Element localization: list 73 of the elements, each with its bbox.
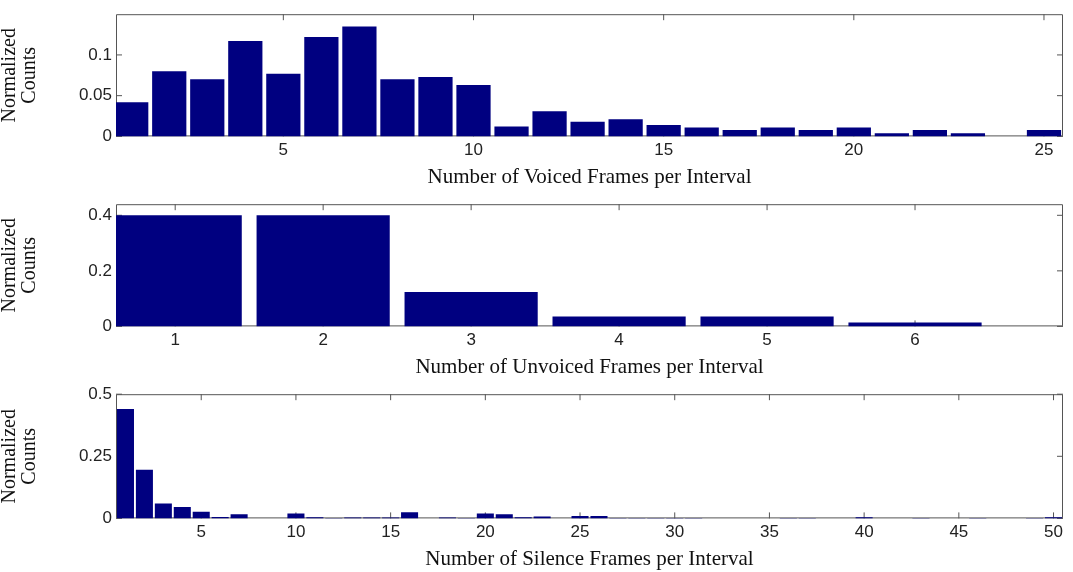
bar — [722, 129, 757, 137]
x-tick-label: 15 — [381, 522, 401, 542]
bar — [874, 133, 909, 137]
x-tick-label: 35 — [759, 522, 779, 542]
bar — [173, 506, 191, 519]
x-tick-label: 5 — [762, 330, 772, 350]
x-tick-label: 4 — [614, 330, 624, 350]
bar — [190, 79, 225, 137]
x-tick-label: 30 — [665, 522, 685, 542]
y-axis-title: Normalized Counts — [0, 218, 40, 313]
bar — [760, 127, 795, 137]
bar — [287, 513, 305, 519]
y-tick-label: 0 — [102, 508, 112, 528]
x-tick-label: 10 — [286, 522, 306, 542]
y-tick-label: 0 — [102, 126, 112, 146]
bar — [304, 37, 339, 137]
x-tick-label: 6 — [910, 330, 920, 350]
bar — [135, 469, 153, 519]
y-tick-label: 0.1 — [88, 44, 112, 64]
bar — [228, 41, 263, 137]
x-tick-label: 5 — [278, 140, 289, 160]
x-axis-title: Number of Unvoiced Frames per Interval — [415, 353, 764, 378]
bar — [836, 127, 871, 137]
bar — [116, 409, 134, 519]
bar — [456, 85, 491, 137]
y-tick-label: 0 — [102, 316, 112, 336]
y-tick-label: 0.25 — [78, 445, 112, 465]
bar — [380, 79, 415, 137]
bar — [404, 291, 538, 327]
x-axis-title: Number of Voiced Frames per Interval — [427, 163, 752, 188]
bar — [608, 119, 643, 137]
bar — [266, 73, 301, 137]
x-tick-label: 2 — [318, 330, 328, 350]
x-axis-title: Number of Silence Frames per Interval — [425, 545, 754, 570]
x-tick-label: 20 — [475, 522, 495, 542]
y-axis-title: Normalized Counts — [0, 28, 40, 123]
bar — [646, 125, 681, 137]
x-tick-label: 10 — [464, 140, 483, 160]
x-tick-label: 15 — [654, 140, 674, 160]
bar — [230, 514, 248, 519]
bar — [570, 121, 605, 137]
x-tick-label: 3 — [466, 330, 476, 350]
x-tick-label: 40 — [854, 522, 874, 542]
bar — [684, 127, 719, 137]
x-tick-label: 45 — [949, 522, 969, 542]
bar — [418, 76, 453, 137]
bar — [700, 316, 834, 327]
bar — [1026, 129, 1062, 137]
y-tick-label: 0.5 — [88, 383, 112, 403]
bar — [342, 26, 377, 137]
x-tick-label: 5 — [196, 522, 206, 542]
bar — [116, 102, 149, 137]
bar — [256, 215, 390, 327]
bar — [532, 111, 567, 137]
y-axis-title: Normalized Counts — [0, 409, 40, 504]
bar — [476, 513, 494, 519]
bar — [950, 133, 986, 137]
bar — [912, 129, 947, 137]
x-tick-label: 25 — [570, 522, 590, 542]
y-tick-label: 0.2 — [88, 260, 112, 280]
bar — [154, 503, 172, 519]
y-tick-label: 0.05 — [78, 85, 112, 105]
bar — [401, 512, 419, 519]
bar — [494, 126, 529, 137]
bar — [495, 514, 513, 519]
x-tick-label: 25 — [1034, 140, 1054, 160]
y-tick-label: 0.4 — [88, 205, 112, 224]
x-tick-label: 20 — [844, 140, 864, 160]
x-tick-label: 1 — [170, 330, 180, 350]
x-tick-label: 50 — [1044, 522, 1063, 542]
bar — [152, 71, 187, 137]
bar — [552, 316, 686, 327]
bar — [798, 129, 833, 137]
